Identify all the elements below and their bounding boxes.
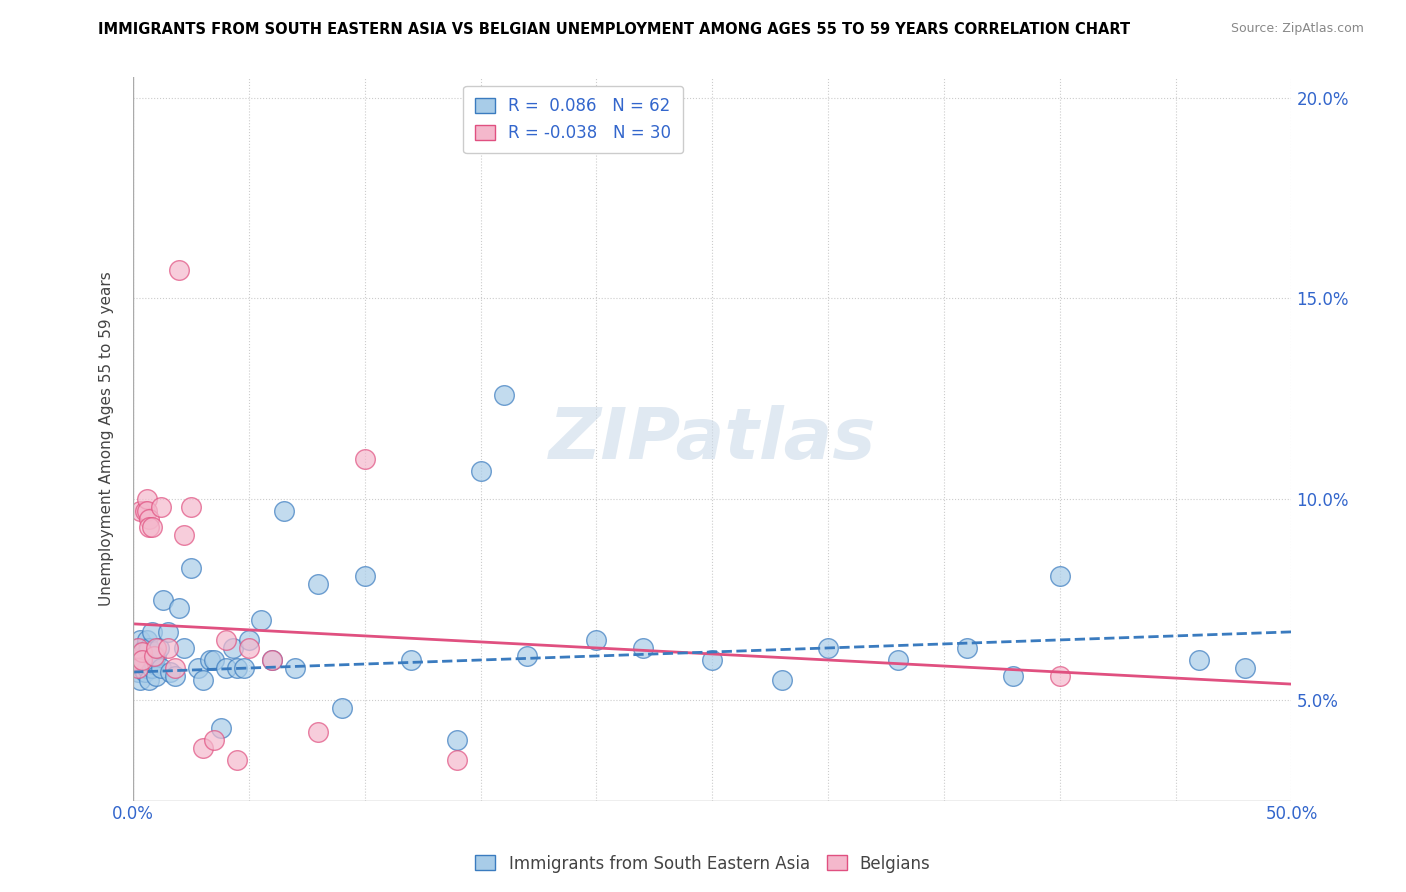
Point [141,661,163,675]
Point [145,648,167,663]
Point [770,673,793,687]
Point [134,640,156,655]
Point [1002,669,1025,683]
Point [446,733,468,747]
Legend: Immigrants from South Eastern Asia, Belgians: Immigrants from South Eastern Asia, Belg… [468,848,938,880]
Point [284,661,307,675]
Point [143,657,166,671]
Point [191,673,214,687]
Point [169,263,191,277]
Legend: R =  0.086   N = 62, R = -0.038   N = 30: R = 0.086 N = 62, R = -0.038 N = 30 [464,86,683,153]
Point [307,725,329,739]
Point [209,721,232,735]
Point [138,520,160,534]
Point [180,500,202,515]
Point [127,661,149,675]
Point [1049,669,1071,683]
Point [138,673,160,687]
Point [470,464,492,478]
Point [136,504,159,518]
Point [516,648,538,663]
Point [152,592,174,607]
Point [886,653,908,667]
Point [585,632,607,647]
Point [173,528,195,542]
Point [198,653,221,667]
Point [124,653,146,667]
Point [233,661,256,675]
Point [148,640,170,655]
Point [353,568,375,582]
Point [159,665,181,679]
Point [143,648,166,663]
Point [136,492,159,507]
Point [238,632,260,647]
Point [202,733,225,747]
Point [631,640,654,655]
Point [131,661,153,675]
Point [124,653,146,667]
Point [262,653,284,667]
Point [702,653,724,667]
Point [163,669,186,683]
Point [136,661,159,675]
Point [202,653,225,667]
Point [1234,661,1257,675]
Text: ZIPatlas: ZIPatlas [548,405,876,474]
Point [262,653,284,667]
Point [127,640,149,655]
Point [215,661,238,675]
Point [226,661,249,675]
Y-axis label: Unemployment Among Ages 55 to 59 years: Unemployment Among Ages 55 to 59 years [100,272,114,607]
Point [141,624,163,639]
Point [129,673,152,687]
Point [169,600,191,615]
Point [143,653,166,667]
Point [446,754,468,768]
Point [1188,653,1211,667]
Point [138,640,160,655]
Point [187,661,209,675]
Point [136,645,159,659]
Point [141,520,163,534]
Text: Source: ZipAtlas.com: Source: ZipAtlas.com [1230,22,1364,36]
Point [149,661,172,675]
Point [817,640,839,655]
Point [222,640,245,655]
Point [249,613,271,627]
Point [191,741,214,756]
Point [956,640,979,655]
Point [1049,568,1071,582]
Point [149,500,172,515]
Point [330,701,353,715]
Point [138,512,160,526]
Point [134,504,156,518]
Point [215,632,238,647]
Point [273,504,295,518]
Point [127,640,149,655]
Point [156,624,179,639]
Point [131,653,153,667]
Point [238,640,260,655]
Point [180,560,202,574]
Point [492,388,515,402]
Point [163,661,186,675]
Point [399,653,422,667]
Text: IMMIGRANTS FROM SOUTH EASTERN ASIA VS BELGIAN UNEMPLOYMENT AMONG AGES 55 TO 59 Y: IMMIGRANTS FROM SOUTH EASTERN ASIA VS BE… [98,22,1130,37]
Point [136,632,159,647]
Point [129,632,152,647]
Point [156,640,179,655]
Point [307,576,329,591]
Point [134,665,156,679]
Point [131,645,153,659]
Point [145,669,167,683]
Point [353,452,375,467]
Point [131,653,153,667]
Point [129,504,152,518]
Point [173,640,195,655]
Point [145,640,167,655]
Point [226,754,249,768]
Point [127,665,149,679]
